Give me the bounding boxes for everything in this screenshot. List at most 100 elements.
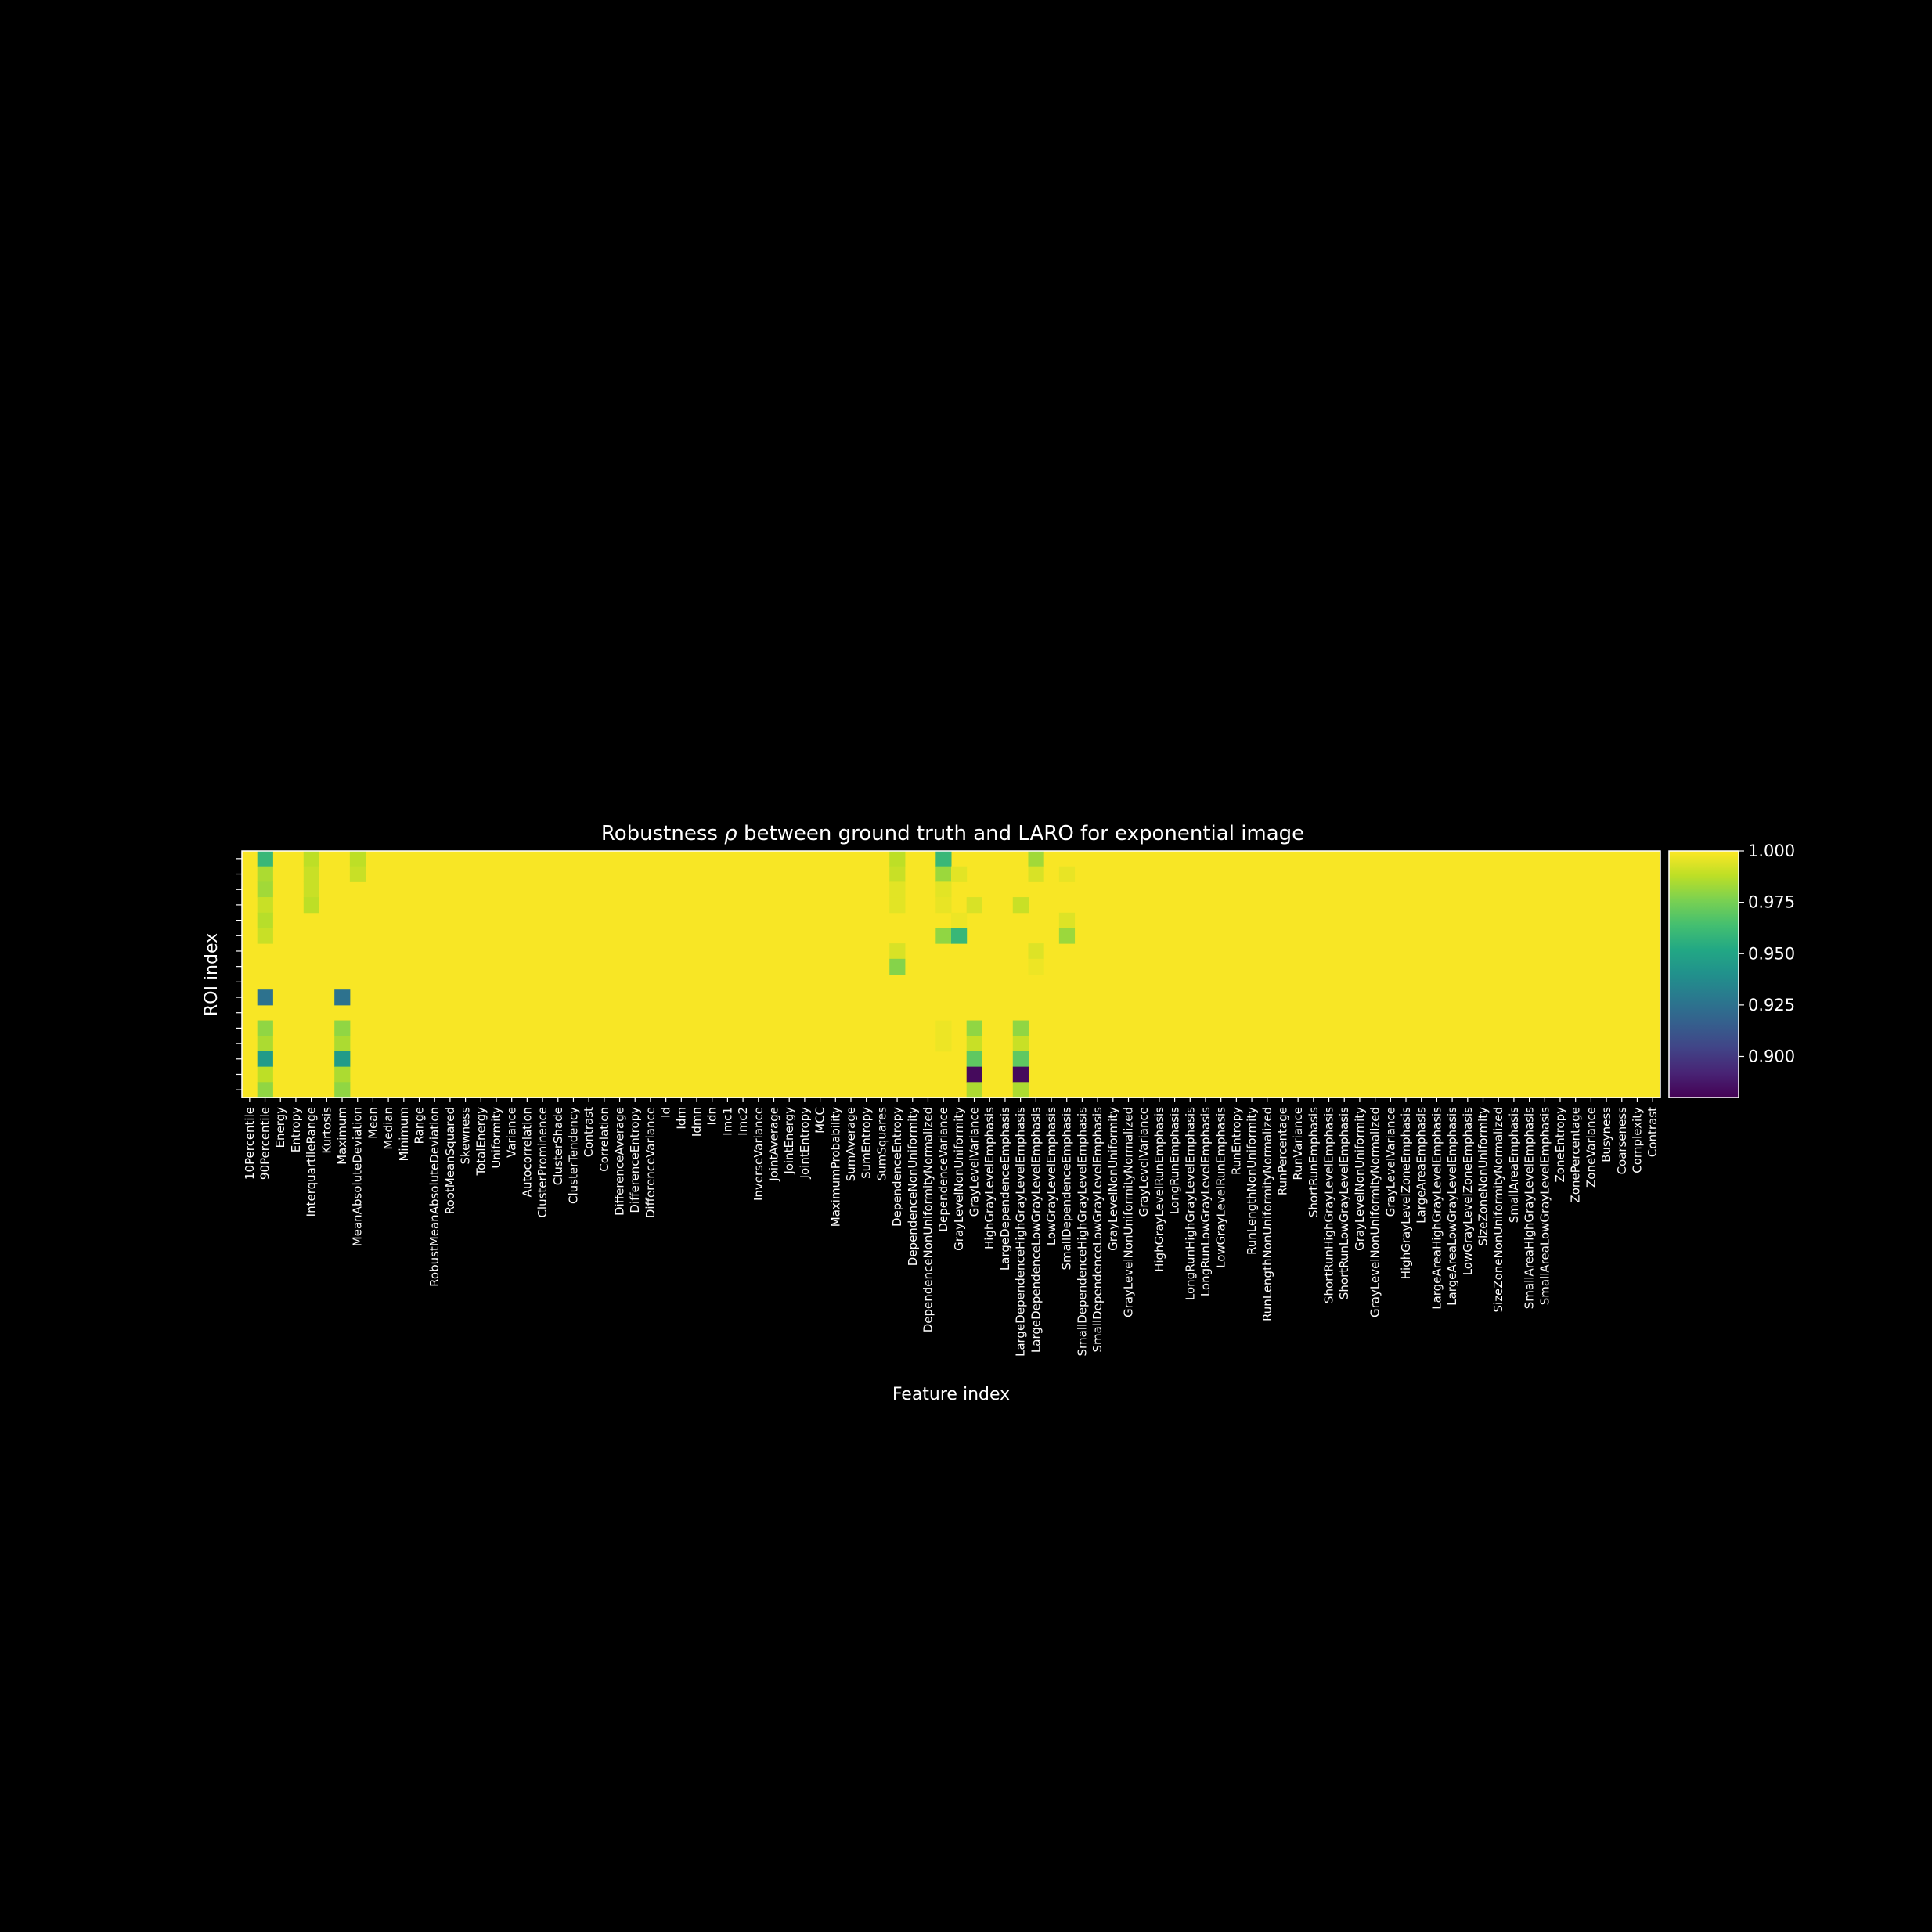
- x-tick-label: MCC: [813, 1107, 827, 1134]
- x-tick-label: SmallDependenceHighGrayLevelEmphasis: [1075, 1107, 1089, 1357]
- heatmap-cell: [257, 928, 273, 944]
- x-tick-label: Busyness: [1599, 1107, 1613, 1162]
- x-tick-label: Skewness: [459, 1107, 473, 1165]
- x-tick-label: Imc1: [720, 1107, 734, 1136]
- heatmap-cell: [1012, 1066, 1029, 1083]
- x-ticks: 10Percentile 90Percentile Energy Entropy Int…: [243, 1098, 1660, 1357]
- heatmap-cell: [1012, 897, 1029, 914]
- x-tick-label: RunPercentage: [1275, 1107, 1289, 1195]
- heatmap-cell: [1028, 851, 1044, 867]
- x-tick-label: SmallAreaLowGrayLevelEmphasis: [1537, 1107, 1552, 1305]
- heatmap-cell: [257, 897, 273, 914]
- x-tick-label: LowGrayLevelEmphasis: [1044, 1107, 1058, 1245]
- heatmap-cell: [966, 1051, 982, 1068]
- x-tick-label: JointEnergy: [782, 1107, 796, 1175]
- x-tick-label: LargeDependenceLowGrayLevelEmphasis: [1029, 1107, 1043, 1353]
- heatmap-cell: [889, 866, 906, 882]
- heatmap-cell: [966, 1082, 982, 1098]
- x-tick-label: LargeAreaEmphasis: [1415, 1107, 1429, 1224]
- heatmap-cell: [966, 1020, 982, 1036]
- heatmap-cell: [1012, 1020, 1029, 1036]
- heatmap-cell: [349, 851, 366, 867]
- x-tick-label: LongRunEmphasis: [1168, 1107, 1182, 1214]
- x-tick-label: Idmn: [690, 1107, 704, 1137]
- heatmap-cell: [334, 1082, 351, 1098]
- heatmap-cell: [257, 912, 273, 928]
- x-tick-label: GrayLevelNonUniformity: [952, 1107, 966, 1251]
- x-tick-label: RootMeanSquared: [443, 1107, 457, 1214]
- colorbar-tick-label: 0.900: [1748, 1047, 1795, 1066]
- x-tick-label: DependenceNonUniformity: [906, 1107, 920, 1266]
- x-tick-label: GrayLevelVariance: [1137, 1107, 1151, 1217]
- x-tick-label: SumAverage: [844, 1107, 858, 1181]
- x-tick-label: InverseVariance: [752, 1107, 766, 1201]
- heatmap-cell: [951, 866, 968, 882]
- heatmap-cell: [334, 1036, 351, 1052]
- x-tick-label: GrayLevelNonUniformityNormalized: [1368, 1107, 1382, 1317]
- heatmap-cell: [257, 1036, 273, 1052]
- x-tick-label: Complexity: [1630, 1107, 1644, 1173]
- heatmap-cell: [257, 1082, 273, 1098]
- x-tick-label: RunVariance: [1291, 1107, 1305, 1180]
- x-tick-label: Maximum: [335, 1107, 349, 1165]
- x-tick-label: LargeDependenceEmphasis: [998, 1107, 1012, 1271]
- heatmap-cell: [257, 851, 273, 867]
- heatmap-cell: [1028, 943, 1044, 960]
- x-tick-label: RunLengthNonUniformity: [1245, 1107, 1259, 1255]
- heatmap-cells: [242, 851, 1660, 1098]
- x-tick-label: Range: [413, 1107, 427, 1144]
- heatmap-cell: [966, 897, 982, 914]
- heatmap-cell: [1058, 912, 1076, 928]
- heatmap-cell: [303, 881, 319, 898]
- x-tick-label: DependenceVariance: [936, 1107, 950, 1232]
- x-tick-label: MaximumProbability: [828, 1107, 842, 1227]
- x-tick-label: ShortRunLowGrayLevelEmphasis: [1337, 1107, 1351, 1299]
- heatmap-cell: [935, 851, 952, 867]
- x-tick-label: Autocorrelation: [520, 1107, 534, 1197]
- heatmap-cell: [1058, 866, 1076, 882]
- x-tick-label: Minimum: [397, 1107, 411, 1162]
- chart-title-suffix: between ground truth and LARO for expone…: [737, 822, 1304, 845]
- heatmap-cell: [1058, 928, 1076, 944]
- x-axis-label: Feature index: [892, 1385, 1010, 1404]
- heatmap-cell: [889, 958, 906, 975]
- x-tick-label: 10Percentile: [243, 1107, 257, 1180]
- x-tick-label: SmallDependenceEmphasis: [1060, 1107, 1074, 1271]
- x-tick-label: Energy: [273, 1107, 287, 1148]
- heatmap-cell: [257, 866, 273, 882]
- heatmap-cell: [303, 897, 319, 914]
- x-tick-label: HighGrayLevelEmphasis: [982, 1107, 997, 1249]
- x-tick-label: TotalEnergy: [474, 1107, 488, 1177]
- x-tick-label: GrayLevelVariance: [1383, 1107, 1397, 1217]
- x-tick-label: Uniformity: [489, 1107, 503, 1169]
- x-tick-label: Kurtosis: [319, 1107, 333, 1154]
- heatmap-cell: [935, 866, 952, 882]
- x-tick-label: DifferenceVariance: [643, 1107, 658, 1218]
- x-tick-label: Id: [659, 1107, 673, 1118]
- heatmap-cell: [1012, 1082, 1029, 1098]
- heatmap-cell: [1028, 866, 1044, 882]
- heatmap-cell: [257, 1051, 273, 1068]
- chart-title-prefix: Robustness: [601, 822, 724, 845]
- x-tick-label: ClusterShade: [551, 1107, 565, 1185]
- heatmap-cell: [889, 943, 906, 960]
- x-tick-label: ShortRunEmphasis: [1307, 1107, 1321, 1217]
- x-tick-label: DifferenceEntropy: [628, 1107, 642, 1213]
- x-tick-label: RobustMeanAbsoluteDeviation: [427, 1107, 442, 1287]
- x-tick-label: Coarseness: [1615, 1107, 1629, 1175]
- x-tick-label: MeanAbsoluteDeviation: [351, 1107, 365, 1246]
- x-tick-label: SizeZoneNonUniformity: [1476, 1107, 1490, 1246]
- heatmap-cell: [889, 897, 906, 914]
- colorbar-tick-label: 1.000: [1748, 842, 1795, 860]
- x-tick-label: SmallDependenceLowGrayLevelEmphasis: [1090, 1107, 1105, 1353]
- heatmap-cell: [935, 881, 952, 898]
- x-tick-label: Correlation: [597, 1107, 611, 1172]
- heatmap-cell: [935, 1020, 952, 1036]
- heatmap-cell: [334, 989, 351, 1006]
- heatmap-cell: [935, 1036, 952, 1052]
- colorbar-tick-label: 0.925: [1748, 996, 1795, 1015]
- heatmap-cell: [349, 866, 366, 882]
- x-tick-label: LowGrayLevelRunEmphasis: [1214, 1107, 1228, 1268]
- x-tick-label: 90Percentile: [258, 1107, 272, 1180]
